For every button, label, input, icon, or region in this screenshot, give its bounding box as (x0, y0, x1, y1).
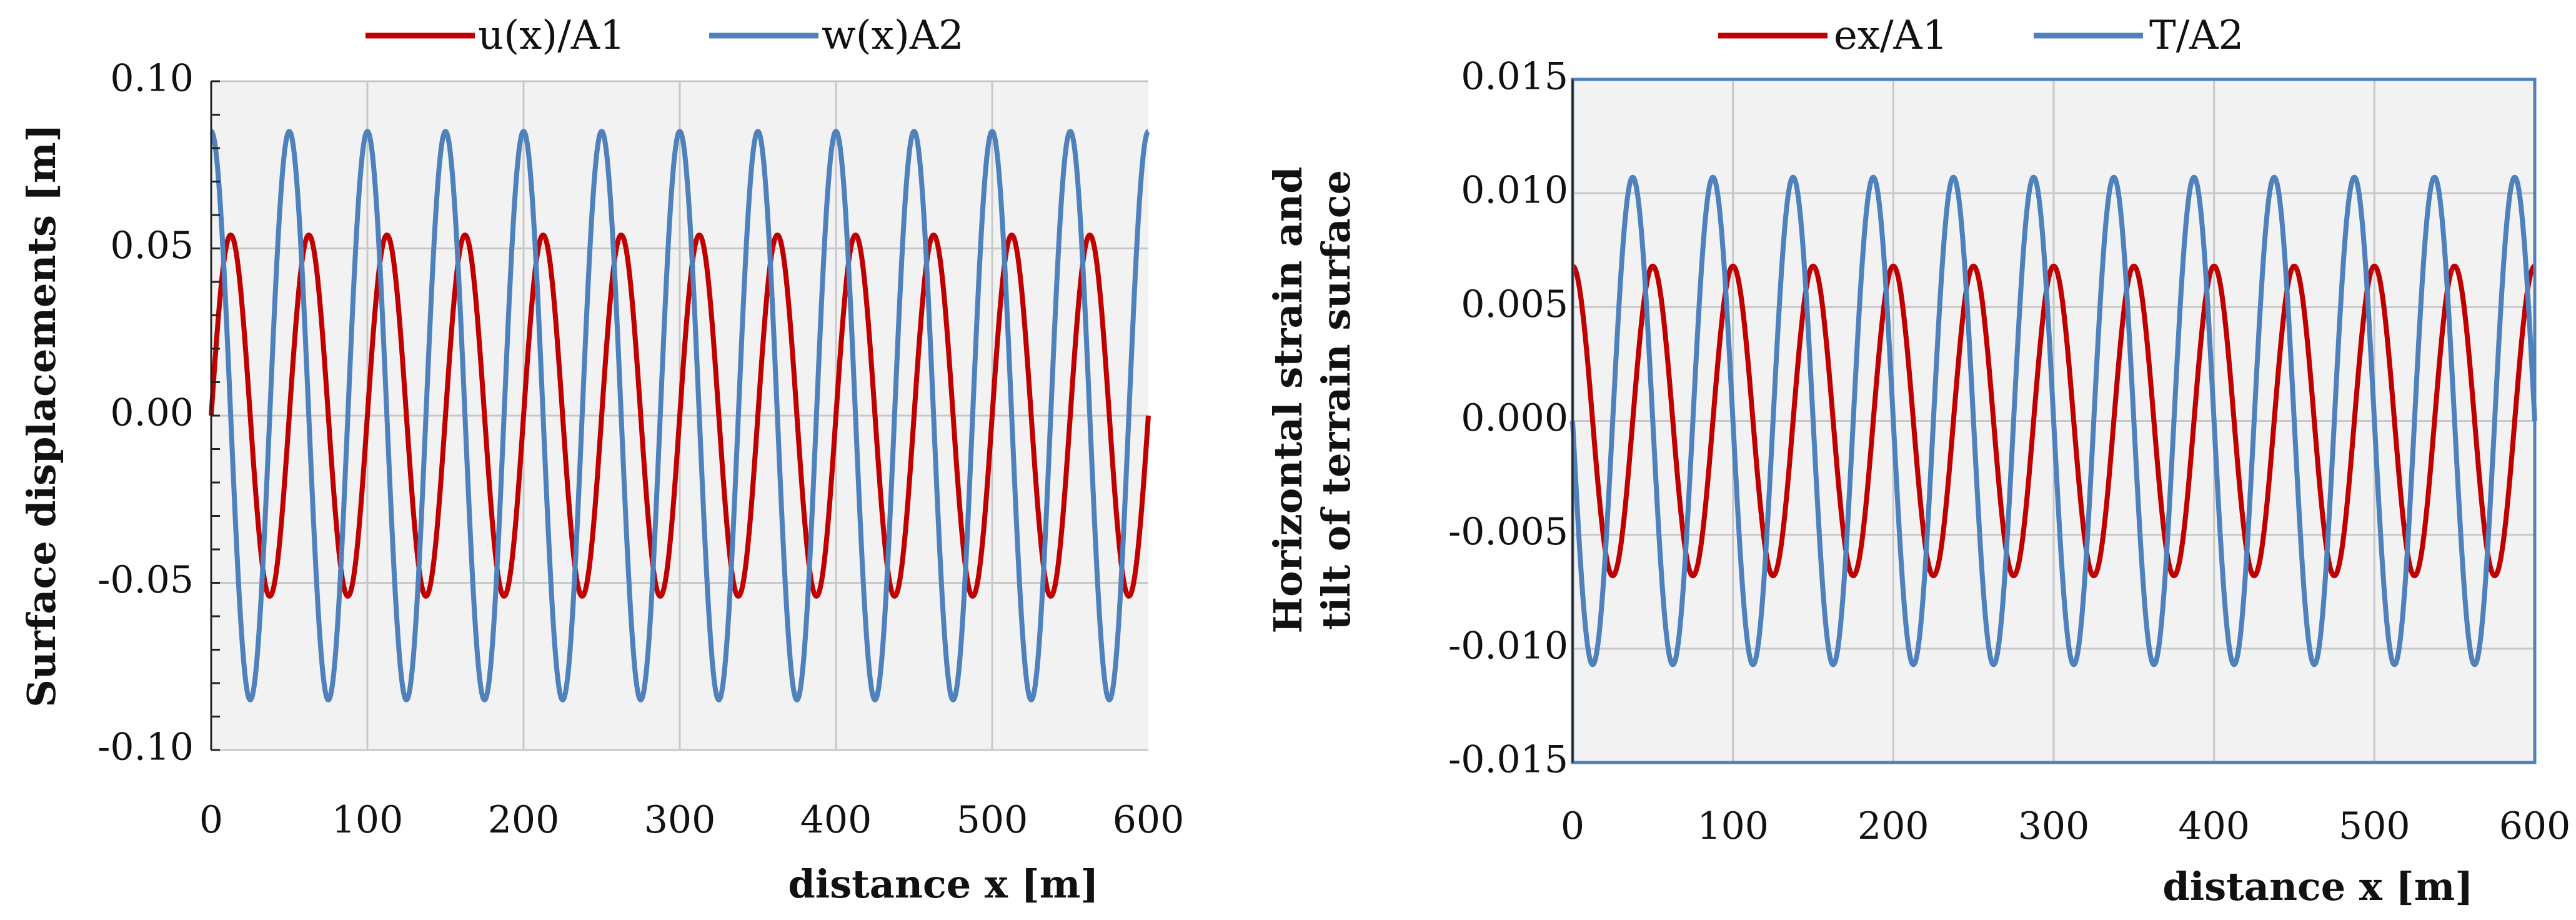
legend-label-t: T/A2 (2149, 12, 2244, 59)
x-tick-label: 0 (199, 798, 223, 842)
x-tick-label: 100 (1697, 804, 1769, 848)
displacement-chart: 0.10 0.05 0.00 -0.05 -0.10 0 100 200 300… (19, 12, 1184, 907)
series-line-t-a2 (1570, 174, 2537, 668)
y-tick-label: 0.010 (1461, 169, 1568, 212)
y-tick-label: 0.05 (110, 224, 194, 268)
y-tick-label: 0.015 (1461, 55, 1568, 99)
legend-label-ex: ex/A1 (1834, 12, 1947, 59)
x-tick-label: 100 (332, 798, 404, 842)
y-axis-title: Surface displacements [m] (19, 124, 64, 708)
x-tick-label: 300 (644, 798, 716, 842)
x-tick-label: 300 (2018, 804, 2090, 848)
x-tick-label: 400 (800, 798, 872, 842)
series-line-w-x-a2 (209, 129, 1151, 702)
series-group (209, 129, 1151, 702)
legend-label-w: w(x)A2 (822, 12, 964, 59)
y-minor-ticks (211, 80, 220, 751)
series-line-u-x--a1 (209, 232, 1151, 599)
x-axis-title: distance x [m] (2162, 864, 2473, 909)
legend: u(x)/A1 w(x)A2 (366, 12, 964, 59)
x-tick-label: 200 (488, 798, 560, 842)
series-line-ex-a1 (1570, 263, 2537, 579)
series-group (1570, 174, 2537, 668)
y-tick-label: -0.10 (97, 726, 194, 769)
y-tick-label: 0.000 (1461, 396, 1568, 440)
y-tick-label: 0.00 (110, 391, 194, 435)
x-tick-label: 500 (957, 798, 1028, 842)
x-tick-label: 200 (1857, 804, 1929, 848)
y-tick-label: -0.010 (1448, 624, 1568, 668)
y-tick-label: -0.05 (97, 558, 194, 602)
legend: ex/A1 T/A2 (1718, 12, 2244, 59)
x-tick-label: 600 (1113, 798, 1185, 842)
y-tick-label: -0.005 (1448, 510, 1568, 554)
strain-tilt-chart: 0.015 0.010 0.005 0.000 -0.005 -0.010 -0… (1265, 12, 2570, 909)
x-axis-title: distance x [m] (788, 861, 1098, 907)
x-tick-label: 600 (2499, 804, 2571, 848)
y-tick-label: -0.015 (1448, 738, 1568, 782)
x-tick-label: 0 (1561, 804, 1584, 848)
x-tick-label: 500 (2339, 804, 2410, 848)
y-tick-label: 0.10 (110, 57, 194, 101)
x-tick-label: 400 (2178, 804, 2250, 848)
y-axis-title-line-2: tilt of terrain surface (1313, 170, 1359, 630)
y-tick-label: 0.005 (1461, 282, 1568, 326)
legend-label-u: u(x)/A1 (478, 12, 625, 59)
y-axis-title-line-1: Horizontal strain and (1265, 167, 1311, 634)
